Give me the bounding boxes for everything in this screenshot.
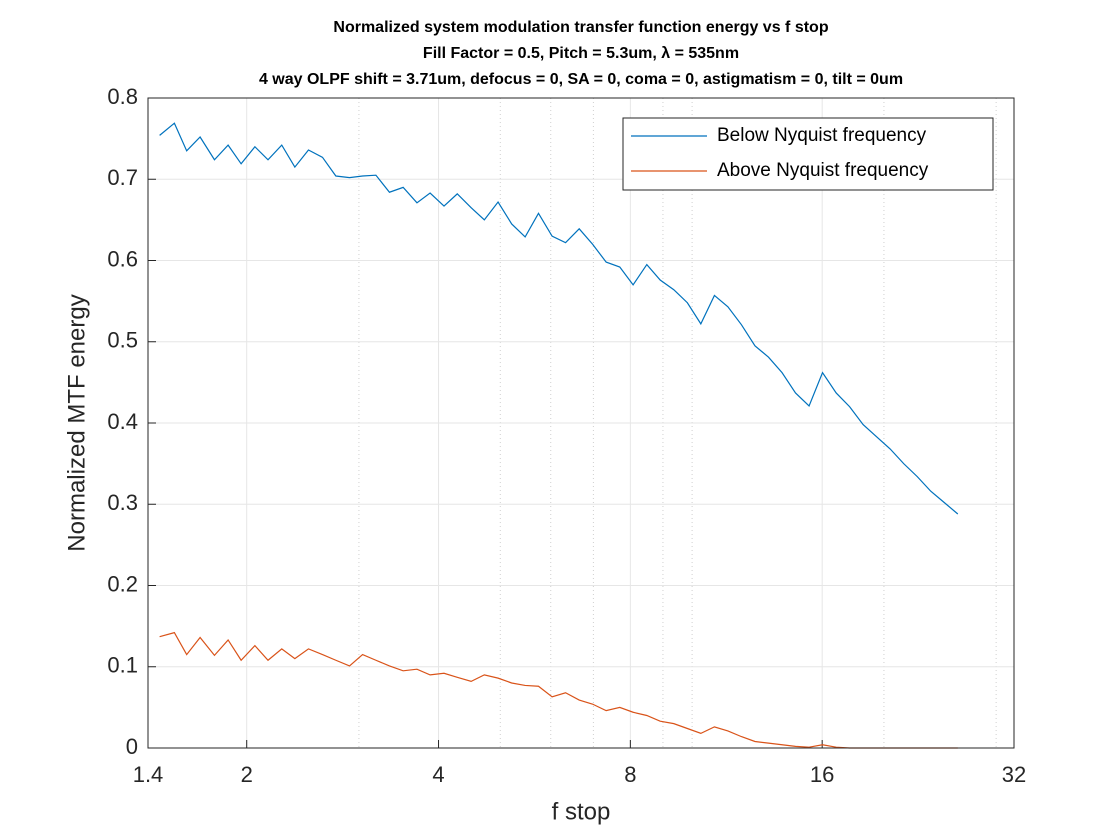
legend-label: Below Nyquist frequency (717, 125, 927, 146)
y-tick-label: 0.7 (107, 165, 138, 190)
chart-subtitle: Fill Factor = 0.5, Pitch = 5.3um, λ = 53… (423, 45, 739, 62)
legend-label: Above Nyquist frequency (717, 160, 929, 181)
series-line (159, 122, 959, 515)
x-tick-label: 2 (241, 762, 253, 787)
series-line (159, 631, 958, 749)
x-tick-label: 1.4 (133, 762, 164, 787)
axes-box (147, 97, 1015, 749)
y-tick-label: 0 (126, 734, 138, 759)
chart-subtitle: 4 way OLPF shift = 3.71um, defocus = 0, … (259, 71, 903, 88)
y-tick-label: 0.1 (107, 653, 138, 678)
x-tick-label: 8 (624, 762, 636, 787)
x-axis-label: f stop (552, 798, 611, 825)
y-tick-label: 0.6 (107, 246, 138, 271)
y-tick-label: 0.4 (107, 409, 138, 434)
chart-title: Normalized system modulation transfer fu… (333, 19, 828, 36)
y-axis-label: Normalized MTF energy (63, 294, 90, 551)
x-tick-label: 32 (1002, 762, 1026, 787)
y-tick-label: 0.3 (107, 490, 138, 515)
y-tick-label: 0.8 (107, 84, 138, 109)
x-tick-label: 16 (810, 762, 834, 787)
legend-box (622, 117, 994, 191)
y-tick-label: 0.5 (107, 328, 138, 353)
y-tick-label: 0.2 (107, 571, 138, 596)
x-tick-label: 4 (432, 762, 444, 787)
